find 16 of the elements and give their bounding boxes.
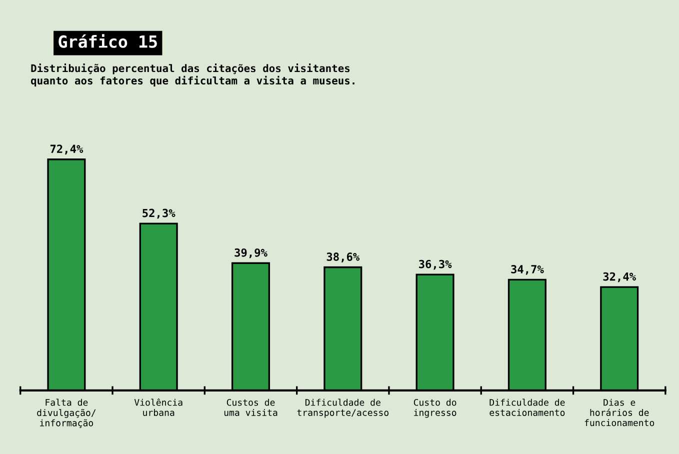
- data-label: 36,3%: [419, 260, 452, 270]
- x-tick-label: Custos de uma visita: [224, 398, 278, 416]
- x-tick-label: Custo do ingresso: [414, 398, 456, 418]
- x-tick-label: Dias e horários de funcionamento: [584, 398, 654, 426]
- data-label: 72,4%: [50, 144, 84, 154]
- data-label: 38,6%: [326, 252, 360, 262]
- data-label: 52,3%: [142, 208, 176, 219]
- chart-subtitle: Distribuição percentual das citações dos visitantes quanto aos fatores que dificultam a visita a museus.: [31, 64, 354, 87]
- x-tick-label: Falta de divulgação/ informação: [37, 398, 96, 428]
- data-label: 34,7%: [511, 264, 544, 275]
- data-label: 32,4%: [603, 272, 636, 282]
- x-tick-label: Dificuldade de transporte/acesso: [297, 398, 388, 418]
- data-label: 39,9%: [234, 248, 268, 258]
- x-tick-label: Violência urbana: [134, 398, 182, 416]
- chart-title: Gráfico 15: [58, 34, 157, 48]
- x-tick-label: Dificuldade de estacionamento: [490, 398, 565, 416]
